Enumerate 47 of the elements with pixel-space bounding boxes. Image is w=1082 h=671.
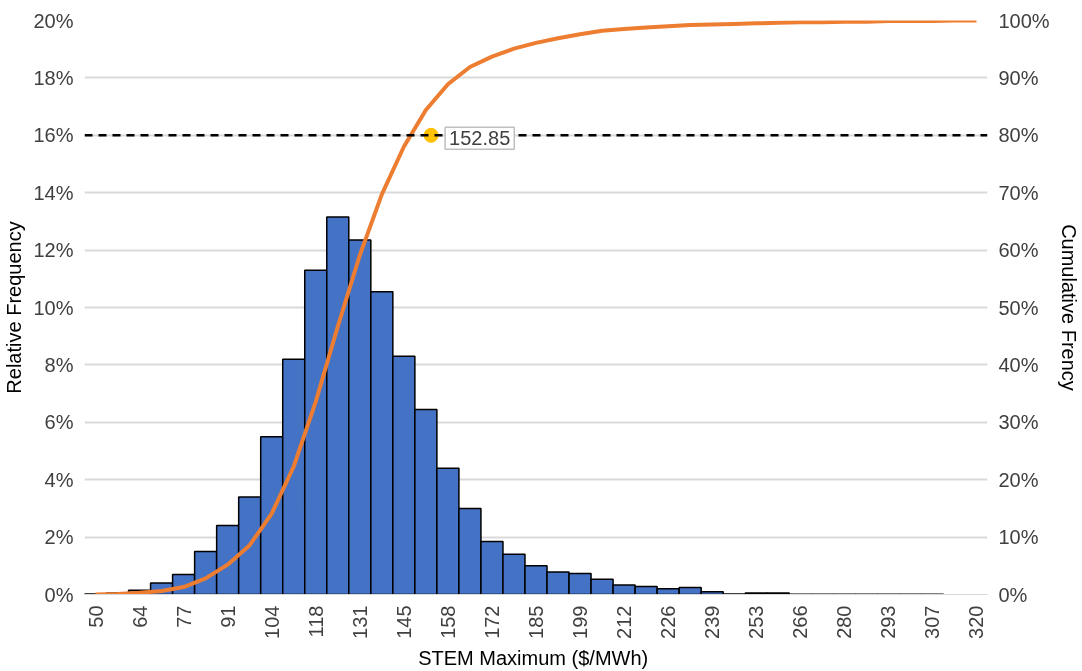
- x-tick-label: 293: [877, 605, 900, 639]
- x-tick-label: 320: [965, 605, 988, 639]
- y2-axis-title: Cumulative Frency: [1057, 224, 1080, 391]
- x-tick-label: 212: [613, 605, 636, 639]
- x-tick-label: 199: [569, 605, 592, 639]
- y-axis-title: Relative Frequency: [3, 221, 26, 394]
- y2-tick-label: 100%: [998, 9, 1050, 32]
- x-tick-label: 226: [657, 605, 680, 639]
- x-tick-label: 64: [128, 605, 151, 628]
- x-tick-label: 104: [260, 605, 283, 639]
- y-tick-label: 4%: [44, 468, 74, 491]
- y2-tick-label: 20%: [998, 468, 1039, 491]
- y2-tick-label: 90%: [998, 66, 1039, 89]
- x-tick-label: 91: [216, 605, 239, 628]
- x-tick-label: 158: [436, 605, 459, 639]
- x-tick-label: 239: [701, 605, 724, 639]
- y2-tick-label: 60%: [998, 239, 1039, 262]
- x-axis-title: STEM Maximum ($/MWh): [418, 646, 649, 669]
- annotation: 152.85: [449, 127, 511, 150]
- x-tick-label: 77: [172, 605, 195, 628]
- y2-tick-label: 70%: [998, 181, 1039, 204]
- x-tick-label: 172: [480, 605, 503, 639]
- y2-tick-label: 10%: [998, 526, 1039, 549]
- x-tick-label: 50: [84, 605, 107, 628]
- y2-tick-label: 40%: [998, 353, 1039, 376]
- y-tick-label: 8%: [44, 353, 74, 376]
- y-tick-label: 0%: [44, 583, 74, 606]
- y-tick-label: 10%: [33, 296, 74, 319]
- x-tick-label: 307: [921, 605, 944, 639]
- y2-tick-label: 30%: [998, 411, 1039, 434]
- y-tick-label: 6%: [44, 411, 74, 434]
- y2-tick-label: 50%: [998, 296, 1039, 319]
- y-tick-label: 12%: [33, 239, 74, 262]
- y-tick-label: 16%: [33, 124, 74, 147]
- x-tick-label: 280: [833, 605, 856, 639]
- x-tick-label: 253: [745, 605, 768, 639]
- y-tick-label: 18%: [33, 66, 74, 89]
- y2-tick-label: 80%: [998, 124, 1039, 147]
- x-tick-label: 118: [304, 605, 327, 638]
- y-tick-label: 14%: [33, 181, 74, 204]
- x-tick-label: 131: [348, 605, 371, 639]
- x-tick-label: 145: [392, 605, 415, 639]
- y2-tick-label: 0%: [998, 583, 1028, 606]
- y-tick-label: 2%: [44, 526, 74, 549]
- x-tick-label: 185: [525, 605, 547, 639]
- x-tick-label: 266: [789, 605, 812, 639]
- y-tick-label: 20%: [33, 9, 74, 32]
